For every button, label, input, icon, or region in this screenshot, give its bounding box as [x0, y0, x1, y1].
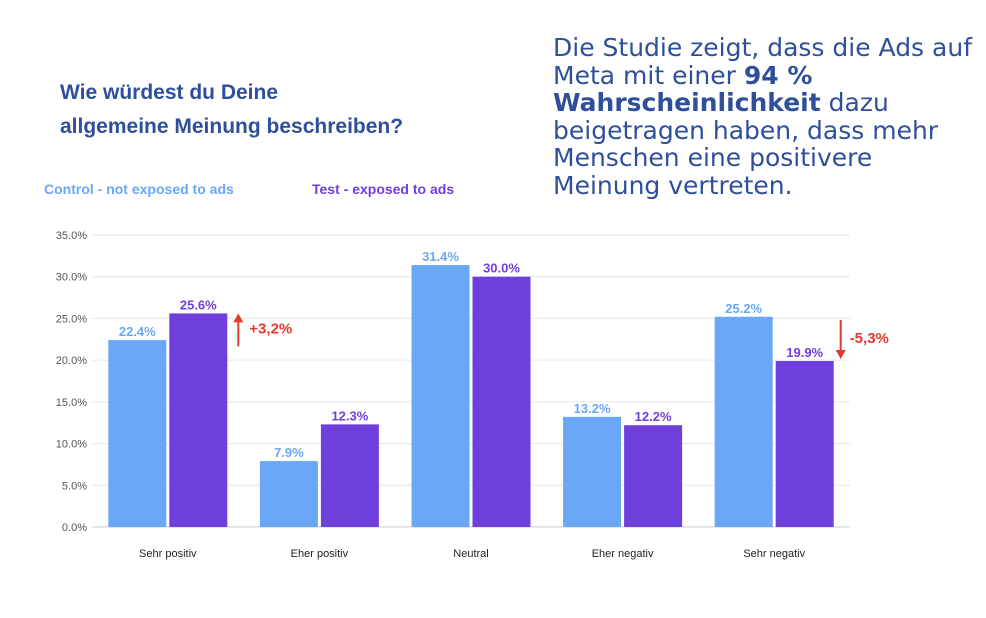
x-category-label: Sehr positiv [139, 548, 197, 560]
y-tick-label: 10.0% [56, 439, 87, 451]
y-tick-label: 25.0% [56, 313, 87, 325]
arrow-down-head-icon [835, 349, 846, 359]
data-label: 13.2% [574, 401, 611, 416]
data-label: 25.6% [180, 297, 217, 312]
y-tick-label: 20.0% [56, 355, 87, 367]
data-label: 25.2% [725, 301, 762, 316]
change-label: -5,3% [850, 330, 889, 347]
bar-test [320, 424, 379, 527]
arrow-up-head-icon [233, 313, 244, 323]
bar-control [259, 461, 318, 527]
data-label: 22.4% [119, 324, 156, 339]
data-label: 31.4% [422, 249, 459, 264]
y-tick-label: 15.0% [56, 397, 87, 409]
chart-question: Wie würdest du Deine allgemeine Meinung … [60, 76, 530, 144]
data-label: 12.2% [635, 409, 672, 424]
change-label: +3,2% [249, 320, 292, 337]
y-tick-label: 35.0% [56, 230, 87, 242]
legend-test: Test - exposed to ads [312, 181, 455, 197]
x-category-label: Sehr negativ [743, 548, 805, 560]
legend-control: Control - not exposed to ads [44, 181, 234, 197]
y-tick-label: 0.0% [62, 522, 87, 534]
data-label: 19.9% [786, 345, 823, 360]
y-tick-label: 5.0% [62, 480, 87, 492]
x-category-label: Neutral [453, 548, 488, 560]
data-label: 12.3% [331, 408, 368, 423]
data-label: 7.9% [274, 445, 304, 460]
data-label: 30.0% [483, 261, 520, 276]
y-tick-label: 30.0% [56, 272, 87, 284]
bar-control [411, 265, 470, 527]
study-text-bold: 94 % Wahrscheinlichkeit [553, 60, 821, 117]
study-text-part-1: Die Studie zeigt, dass die Ads auf Meta … [553, 33, 972, 90]
question-line-1: Wie würdest du Deine [60, 81, 279, 104]
x-category-label: Eher negativ [592, 548, 654, 560]
question-line-2: allgemeine Meinung beschreiben? [60, 115, 404, 138]
bar-control [563, 416, 622, 527]
bar-test [775, 360, 834, 527]
bar-test [624, 425, 683, 527]
bar-control [714, 316, 773, 527]
bar-control [108, 340, 167, 527]
study-text-part-2: dazu beigetragen haben, dass mehr Mensch… [553, 88, 939, 200]
x-category-label: Eher positiv [291, 548, 349, 560]
study-summary: Die Studie zeigt, dass die Ads auf Meta … [553, 34, 973, 199]
bar-test [169, 313, 228, 527]
bar-test [472, 276, 531, 527]
